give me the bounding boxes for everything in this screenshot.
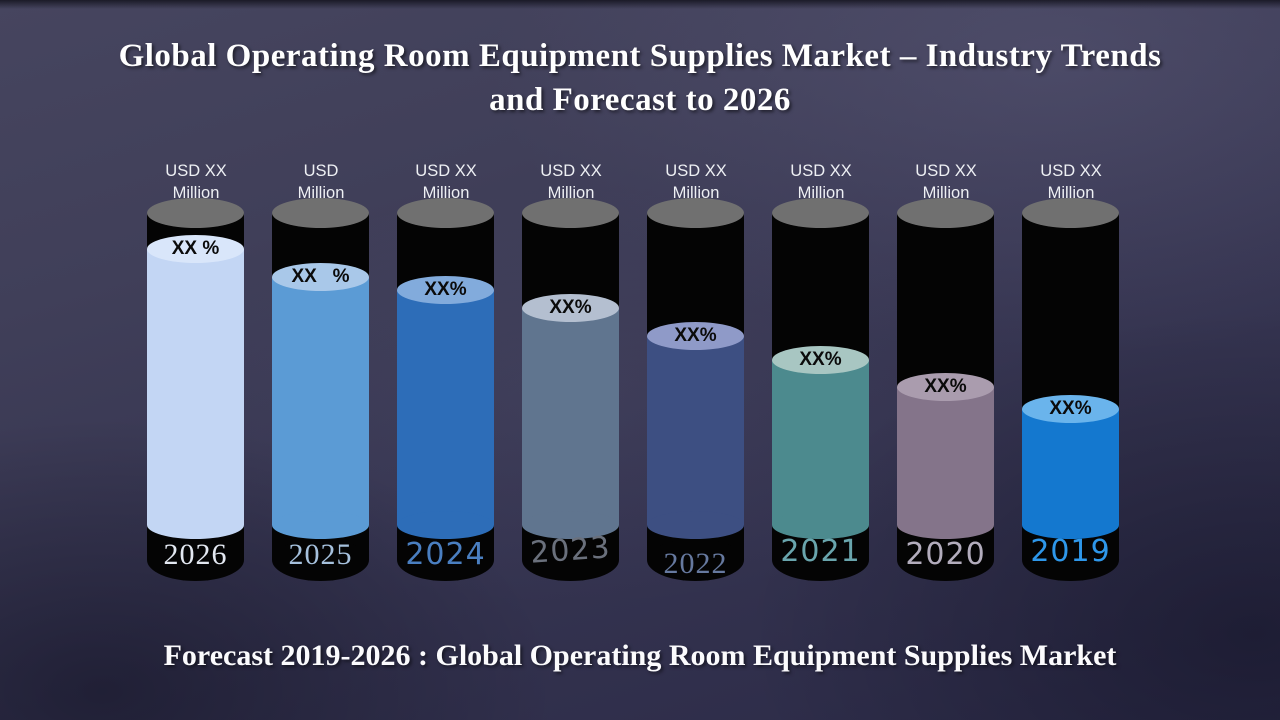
fill-bottom-cap — [397, 511, 494, 539]
fill-percent-label: XX % — [171, 238, 220, 259]
cylinder-body: XX % 2026 — [147, 198, 244, 598]
fill-percent-label: XX% — [924, 376, 967, 397]
fill-percent-label: XX% — [1049, 398, 1092, 419]
fill-top-cap: XX % — [272, 263, 369, 291]
cylinder: USD XX Million XX% 2022 — [634, 160, 758, 610]
usd-value-label: USD XX Million — [415, 162, 477, 202]
cylinder-body: XX % 2025 — [272, 198, 369, 598]
year-label: 2025 — [288, 538, 353, 571]
fill-top-cap: XX% — [897, 373, 994, 401]
cylinder-bottom-cap — [147, 539, 244, 581]
fill-percent-label: XX % — [291, 266, 350, 287]
fill-level — [147, 249, 244, 525]
usd-value-label: USD XX Million — [790, 162, 852, 202]
fill-level — [272, 277, 369, 525]
year-label: 2022 — [663, 547, 728, 580]
cylinder: USD Million XX % 2025 — [259, 160, 383, 610]
cylinder-top-cap — [522, 198, 619, 228]
usd-value-label: USD XX Million — [165, 162, 227, 202]
fill-level — [647, 336, 744, 525]
fill-level — [772, 360, 869, 525]
year-label: 2021 — [780, 534, 861, 569]
fill-bottom-cap — [772, 511, 869, 539]
cylinder-body: XX% 2024 — [397, 198, 494, 598]
fill-top-cap: XX% — [397, 276, 494, 304]
year-label: 2023 — [529, 530, 612, 571]
cylinder-top-cap — [1022, 198, 1119, 228]
fill-top-cap: XX% — [522, 294, 619, 322]
cylinder: USD XX Million XX% 2024 — [384, 160, 508, 610]
usd-value-label: USD XX Million — [540, 162, 602, 202]
cylinder-body: XX% 2021 — [772, 198, 869, 598]
usd-value-label: USD XX Million — [915, 162, 977, 202]
cylinder-top-cap — [772, 198, 869, 228]
fill-top-cap: XX% — [1022, 395, 1119, 423]
fill-bottom-cap — [647, 511, 744, 539]
cylinder-top-cap — [272, 198, 369, 228]
cylinder-top-cap — [397, 198, 494, 228]
usd-value-label: USD XX Million — [665, 162, 727, 202]
fill-level — [397, 290, 494, 525]
slide-caption: Forecast 2019-2026 : Global Operating Ro… — [163, 639, 1117, 672]
fill-top-cap: XX% — [772, 346, 869, 374]
fill-percent-label: XX% — [674, 325, 717, 346]
fill-bottom-cap — [272, 511, 369, 539]
cylinder: USD XX Million XX% 2021 — [759, 160, 883, 610]
year-label: 2020 — [905, 537, 986, 572]
cylinder: USD XX Million XX% 2020 — [884, 160, 1008, 610]
fill-top-cap: XX % — [147, 235, 244, 263]
fill-percent-label: XX% — [549, 297, 592, 318]
fill-bottom-cap — [522, 511, 619, 539]
cylinder-bottom-cap — [397, 539, 494, 581]
fill-level — [522, 308, 619, 525]
cylinder-body: XX% 2019 — [1022, 198, 1119, 598]
cylinder-bottom-cap — [522, 539, 619, 581]
cylinder-bottom-cap — [772, 539, 869, 581]
fill-bottom-cap — [1022, 511, 1119, 539]
slide-title: Global Operating Room Equipment Supplies… — [118, 38, 1162, 118]
fill-level — [897, 387, 994, 525]
cylinder-top-cap — [897, 198, 994, 228]
fill-bottom-cap — [897, 511, 994, 539]
usd-value-label: USD XX Million — [1040, 162, 1102, 202]
cylinder-body: XX% 2023 — [522, 198, 619, 598]
cylinder: USD XX Million XX% 2023 — [509, 160, 633, 610]
cylinder-body: XX% 2020 — [897, 198, 994, 598]
year-label: 2026 — [163, 538, 228, 571]
cylinder-top-cap — [147, 198, 244, 228]
usd-value-label: USD Million — [297, 162, 345, 202]
cylinder-bottom-cap — [1022, 539, 1119, 581]
cylinder-body: XX% 2022 — [647, 198, 744, 598]
cylinder-top-cap — [647, 198, 744, 228]
cylinder-bottom-cap — [897, 539, 994, 581]
fill-percent-label: XX% — [424, 279, 467, 300]
cylinder: USD XX Million XX% 2019 — [1009, 160, 1133, 610]
fill-bottom-cap — [147, 511, 244, 539]
fill-top-cap: XX% — [647, 322, 744, 350]
cylinder: USD XX Million XX % 2026 — [134, 160, 258, 610]
year-label: 2019 — [1030, 534, 1111, 569]
cylinder-bottom-cap — [647, 539, 744, 581]
fill-level — [1022, 409, 1119, 525]
cylinder-bottom-cap — [272, 539, 369, 581]
fill-percent-label: XX% — [799, 349, 842, 370]
year-label: 2024 — [405, 537, 486, 572]
